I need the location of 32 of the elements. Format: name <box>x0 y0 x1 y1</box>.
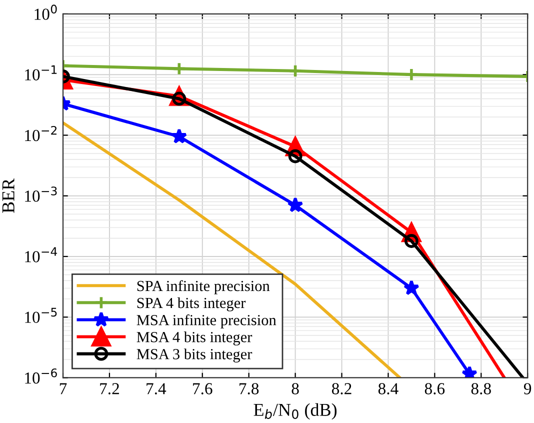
y-tick-label: 10$^{−4}$ <box>25 247 58 262</box>
y-tick-label: 10$^{−5}$ <box>25 308 57 323</box>
point <box>287 196 304 212</box>
x-tick-label: 8.6 <box>424 383 445 394</box>
point <box>288 64 302 78</box>
x-tick-label: 8 <box>292 383 299 394</box>
legend-label: MSA infinite precision <box>136 314 276 328</box>
x-tick-label: 7.4 <box>146 383 166 394</box>
point <box>404 234 418 248</box>
x-tick-label: 7.6 <box>193 383 212 394</box>
y-tick-label: 10$^{−6}$ <box>25 368 57 384</box>
x-tick-label: 8.4 <box>378 383 398 394</box>
y-tick-label: 10$^{0}$ <box>34 4 57 20</box>
x-tick-label: 8.8 <box>471 383 491 394</box>
legend-label: SPA infinite precision <box>137 280 270 294</box>
x-tick-label: 8.2 <box>332 383 352 394</box>
x-tick-label: 9 <box>524 383 532 394</box>
x-tick-label: 7 <box>60 383 67 394</box>
x-axis-title: E$_{b}$/N$_{0}$ (dB) <box>254 403 337 420</box>
y-tick-label: 10$^{−3}$ <box>25 186 57 202</box>
y-tick-label: 10$^{−1}$ <box>25 65 57 80</box>
legend-label: SPA 4 bits integer <box>137 297 246 312</box>
x-tick-label: 7.2 <box>100 383 119 394</box>
y-axis-title: BER <box>2 178 14 213</box>
point <box>403 280 420 296</box>
legend-label: MSA 4 bits integer <box>136 332 252 346</box>
point <box>288 149 302 164</box>
x-tick-label: 7.8 <box>240 383 259 394</box>
legend-label: MSA 3 bits integer <box>136 348 252 362</box>
point <box>404 68 418 82</box>
line-series <box>63 121 402 378</box>
y-tick-label: 10$^{−2}$ <box>25 126 57 142</box>
